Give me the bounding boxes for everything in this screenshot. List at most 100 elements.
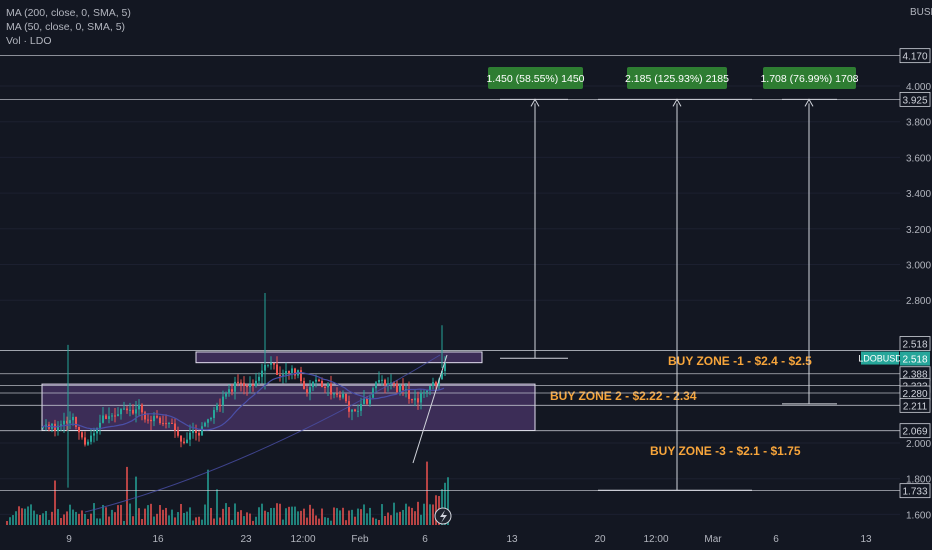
candle-body xyxy=(375,382,377,389)
volume-bar xyxy=(243,516,245,525)
current-price-tag xyxy=(900,351,930,366)
volume-bar xyxy=(297,511,299,525)
volume-bar xyxy=(363,504,365,525)
trendline xyxy=(412,354,448,464)
candle-body xyxy=(279,374,281,376)
volume-bar xyxy=(129,503,131,525)
target-projections: 1.450 (58.55%) 1450 2.185 (125.93%) 2185 1… xyxy=(434,67,859,525)
volume-bar xyxy=(444,482,446,525)
volume-bar xyxy=(351,509,353,525)
volume-bar xyxy=(240,510,242,525)
price-axis: BUSD 4.000 3.800 3.600 3.400 3.200 3.000 2.800 2… xyxy=(858,7,932,521)
volume-bar xyxy=(342,507,344,525)
candle-body xyxy=(174,423,176,431)
candle-body xyxy=(108,416,110,419)
volume-bar xyxy=(234,503,236,525)
volume-bar xyxy=(222,508,224,525)
volume-bar xyxy=(186,511,188,525)
volume-bar xyxy=(45,510,47,525)
legend-ma200[interactable]: MA (200, close, 0, SMA, 5) xyxy=(6,7,131,19)
volume-bar xyxy=(81,510,83,525)
volume-bar xyxy=(111,509,113,525)
candle-body xyxy=(72,416,74,421)
candle-body xyxy=(282,374,284,376)
candle-body xyxy=(102,415,104,423)
indicator-legend: MA (200, close, 0, SMA, 5) MA (50, close… xyxy=(6,6,131,48)
candle-body xyxy=(411,398,413,401)
buy-zone-box xyxy=(41,383,536,432)
volume-bar xyxy=(279,503,281,525)
volume-bar xyxy=(255,516,257,525)
candle-body xyxy=(324,386,326,388)
candle-body xyxy=(105,415,107,419)
level-tag xyxy=(899,483,931,499)
volume-bar xyxy=(267,512,269,525)
candle-body xyxy=(267,364,269,366)
volume-bar xyxy=(300,510,302,525)
candle-body xyxy=(387,383,389,386)
candle-body xyxy=(390,382,392,384)
volume-bar xyxy=(261,503,263,525)
volume-bar xyxy=(165,507,167,525)
volume-bar xyxy=(147,505,149,525)
volume-bar xyxy=(354,516,356,525)
candle-body xyxy=(210,417,212,420)
lightning-icon-bolt xyxy=(440,510,447,523)
candle-body xyxy=(261,370,263,377)
y-tick-label: 1.800 xyxy=(906,475,931,486)
candle-body xyxy=(162,423,164,425)
volume-bar xyxy=(174,517,176,525)
candle-body xyxy=(132,409,134,414)
volume-bar xyxy=(132,516,134,525)
candle-body xyxy=(240,382,242,384)
volume-bar xyxy=(66,511,68,525)
volume-bar xyxy=(285,508,287,525)
target-label-box xyxy=(763,67,856,89)
volume-bar xyxy=(219,517,221,525)
candle-body xyxy=(153,416,155,422)
volume-bar xyxy=(228,507,230,525)
volume-bar xyxy=(291,506,293,525)
legend-ma50[interactable]: MA (50, close, 0, SMA, 5) xyxy=(6,21,126,33)
x-tick-label: 13 xyxy=(506,534,518,545)
volume-bar xyxy=(12,515,14,525)
candle-body xyxy=(189,432,191,440)
volume-bar xyxy=(390,515,392,525)
candle-body xyxy=(219,404,221,406)
buy-zone-label: BUY ZONE -3 - $2.1 - $1.75 xyxy=(650,444,801,458)
volume-bar xyxy=(84,513,86,525)
candle-body xyxy=(117,414,119,417)
candle-body xyxy=(438,379,440,386)
volume-bar xyxy=(57,509,59,525)
candle-body xyxy=(300,370,302,382)
x-tick-label: Feb xyxy=(351,534,369,545)
target-label: 1.450 (58.55%) 1450 xyxy=(486,73,584,85)
candle-body xyxy=(216,404,218,411)
volume-bar xyxy=(6,520,8,525)
candle-body xyxy=(147,419,149,421)
legend-volume[interactable]: Vol · LDO xyxy=(6,35,52,47)
volume-bar xyxy=(96,518,98,525)
candle-body xyxy=(396,384,398,392)
volume-bar xyxy=(75,511,77,525)
y-tick-label: 3.400 xyxy=(906,189,931,200)
volume-bar xyxy=(117,505,119,525)
volume-bar xyxy=(108,516,110,525)
volume-bar xyxy=(156,513,158,525)
candle-body xyxy=(366,398,368,404)
volume-bar xyxy=(360,509,362,525)
target-label: 1.708 (76.99%) 1708 xyxy=(760,73,858,85)
volume-bar xyxy=(162,509,164,525)
volume-bar xyxy=(435,495,437,525)
volume-bar xyxy=(264,510,266,525)
target-label-box xyxy=(627,67,727,89)
x-tick-label: 13 xyxy=(860,534,872,545)
volume-bar xyxy=(309,504,311,525)
candle-body xyxy=(270,363,272,365)
volume-bar xyxy=(102,504,104,525)
candle-body xyxy=(183,441,185,444)
grid xyxy=(0,85,900,515)
volume-bar xyxy=(171,509,173,525)
volume-bar xyxy=(336,508,338,525)
